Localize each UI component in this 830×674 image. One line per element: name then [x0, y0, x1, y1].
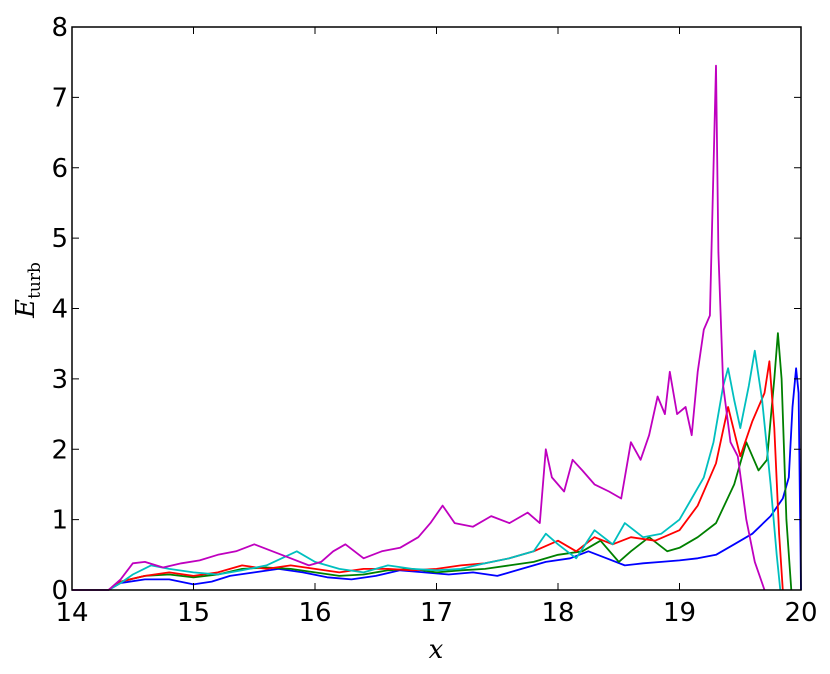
x-tick-label: 17 — [420, 598, 453, 628]
y-tick-label: 1 — [51, 506, 68, 536]
x-axis-label: x — [429, 635, 444, 665]
y-axis-label-main: E — [11, 299, 41, 319]
x-tick-label: 14 — [55, 598, 88, 628]
series-line-4 — [72, 349, 782, 591]
tick-labels: 14 15 16 17 18 19 20 0 1 2 3 4 5 6 7 8 — [51, 13, 817, 628]
y-tick-label: 5 — [51, 224, 68, 254]
y-tick-label: 4 — [51, 295, 68, 325]
y-tick-label: 7 — [51, 83, 68, 113]
series-line-1 — [72, 367, 802, 591]
x-tick-label: 18 — [541, 598, 574, 628]
series-layer — [72, 64, 802, 591]
y-tick-label: 2 — [51, 435, 68, 465]
y-tick-label: 3 — [51, 365, 68, 395]
x-tick-label: 20 — [784, 598, 817, 628]
plot-background — [72, 27, 801, 590]
x-tick-label: 16 — [298, 598, 331, 628]
y-tick-label: 8 — [51, 13, 68, 43]
y-tick-label: 6 — [51, 154, 68, 184]
x-tick-label: 19 — [663, 598, 696, 628]
x-tick-label: 15 — [177, 598, 210, 628]
y-axis-label-sub: turb — [25, 262, 45, 299]
y-tick-label: 0 — [51, 576, 68, 606]
plot-frame — [71, 26, 802, 591]
y-axis-label: Eturb — [11, 262, 45, 319]
series-line-5 — [72, 64, 766, 591]
